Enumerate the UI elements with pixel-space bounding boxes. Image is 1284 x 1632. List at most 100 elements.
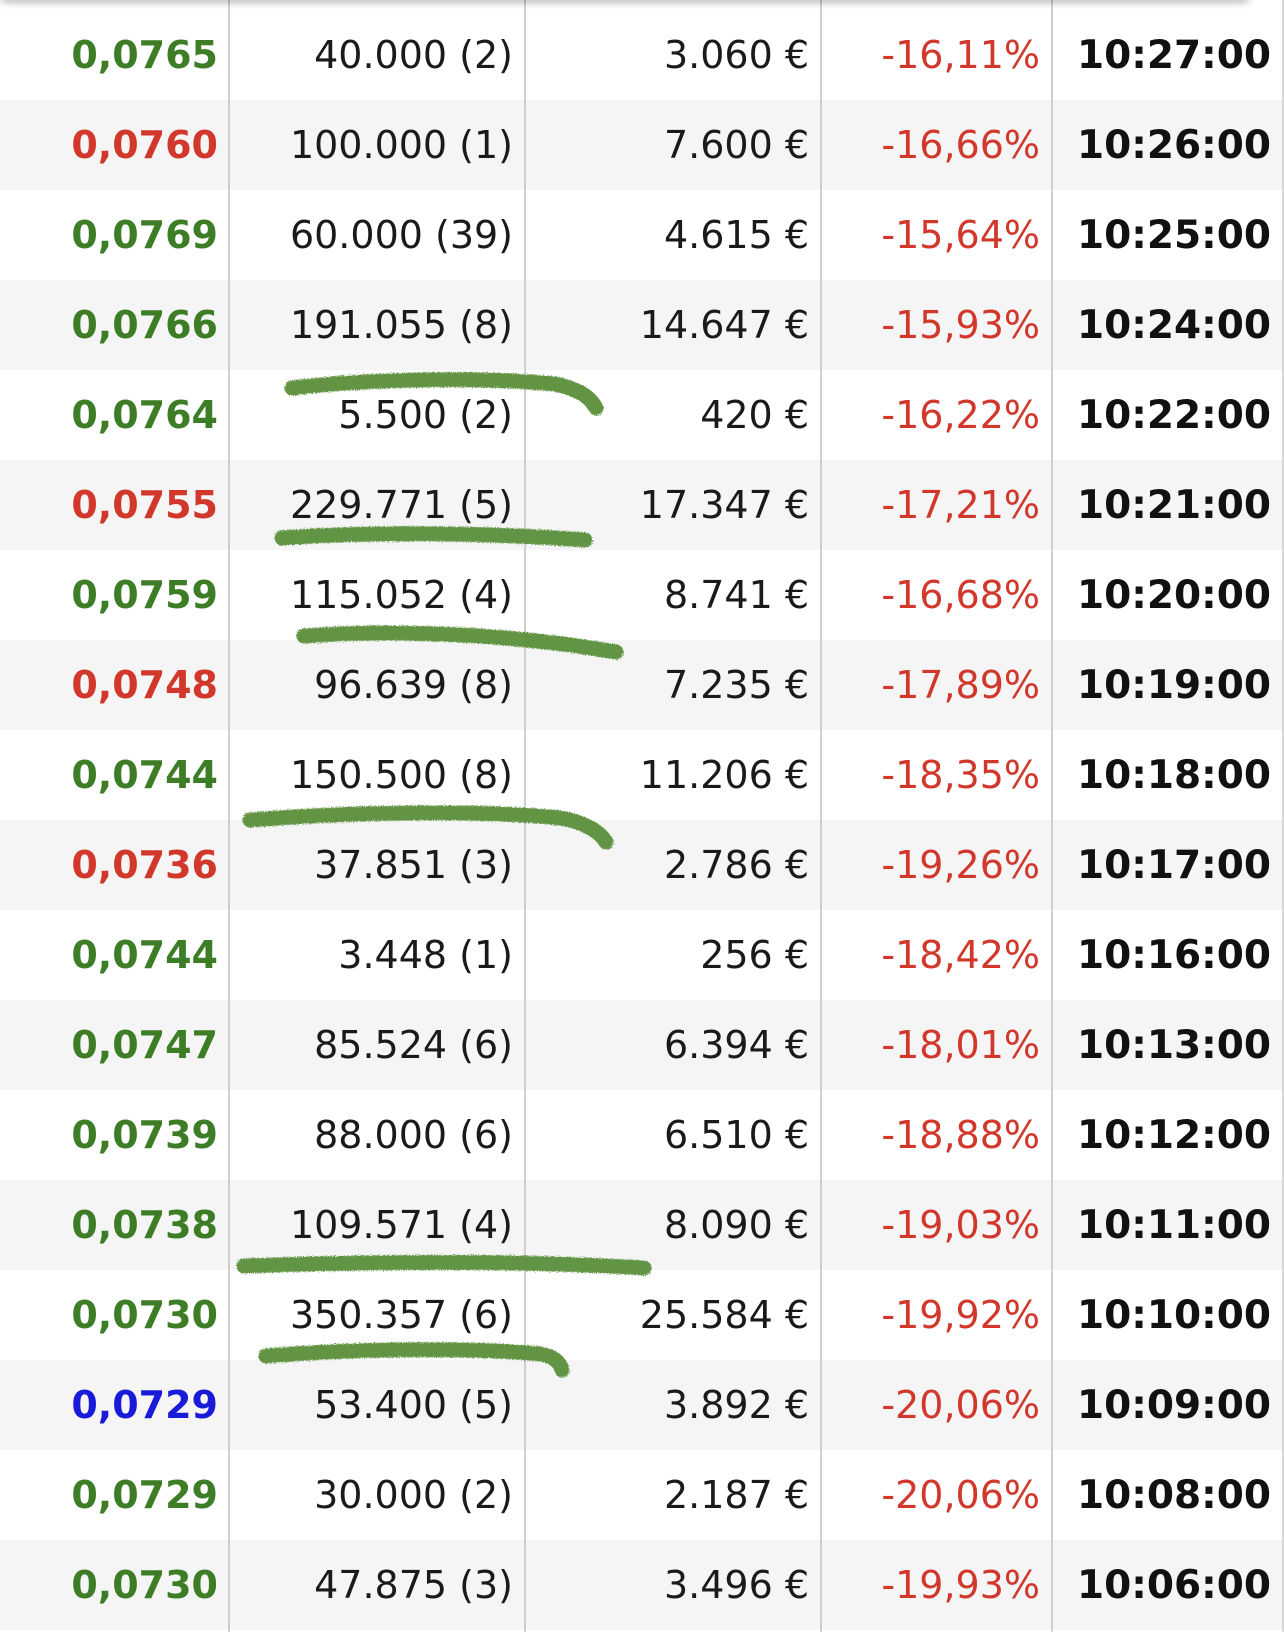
time-cell: 10:06:00 bbox=[1076, 1562, 1271, 1608]
change-cell: -16,68% bbox=[881, 573, 1040, 617]
time-cell: 10:12:00 bbox=[1076, 1112, 1271, 1158]
column-divider-4 bbox=[1051, 0, 1053, 1632]
price-cell: 0,0755 bbox=[71, 483, 218, 527]
volume-cell: 229.771 (5) bbox=[289, 483, 513, 527]
right-edge-divider bbox=[1282, 0, 1284, 1632]
change-cell: -18,35% bbox=[881, 753, 1040, 797]
table-row: 0,0738 109.571 (4) 8.090 € -19,03% 10:11… bbox=[0, 1180, 1284, 1270]
table-row: 0,0730 350.357 (6) 25.584 € -19,92% 10:1… bbox=[0, 1270, 1284, 1360]
amount-cell: 7.235 € bbox=[663, 663, 809, 707]
table-row: 0,0747 85.524 (6) 6.394 € -18,01% 10:13:… bbox=[0, 1000, 1284, 1090]
price-cell: 0,0729 bbox=[71, 1473, 218, 1517]
table-row: 0,0736 37.851 (3) 2.786 € -19,26% 10:17:… bbox=[0, 820, 1284, 910]
price-cell: 0,0730 bbox=[71, 1563, 218, 1607]
table-row: 0,0729 30.000 (2) 2.187 € -20,06% 10:08:… bbox=[0, 1450, 1284, 1540]
price-cell: 0,0738 bbox=[71, 1203, 218, 1247]
volume-cell: 88.000 (6) bbox=[314, 1113, 513, 1157]
table-row: 0,0744 3.448 (1) 256 € -18,42% 10:16:00 bbox=[0, 910, 1284, 1000]
change-cell: -19,26% bbox=[881, 843, 1040, 887]
column-divider-2 bbox=[524, 0, 526, 1632]
table-row: 0,0766 191.055 (8) 14.647 € -15,93% 10:2… bbox=[0, 280, 1284, 370]
table-row: 0,0730 47.875 (3) 3.496 € -19,93% 10:06:… bbox=[0, 1540, 1284, 1630]
time-cell: 10:27:00 bbox=[1076, 32, 1271, 78]
table-row: 0,0765 40.000 (2) 3.060 € -16,11% 10:27:… bbox=[0, 0, 1284, 100]
change-cell: -18,88% bbox=[881, 1113, 1040, 1157]
change-cell: -16,11% bbox=[881, 33, 1040, 77]
volume-cell: 85.524 (6) bbox=[314, 1023, 513, 1067]
amount-cell: 3.060 € bbox=[663, 33, 809, 77]
volume-cell: 5.500 (2) bbox=[338, 393, 513, 437]
volume-cell: 100.000 (1) bbox=[289, 123, 513, 167]
volume-cell: 150.500 (8) bbox=[289, 753, 513, 797]
price-cell: 0,0759 bbox=[71, 573, 218, 617]
amount-cell: 3.496 € bbox=[663, 1563, 809, 1607]
price-cell: 0,0764 bbox=[71, 393, 218, 437]
change-cell: -17,89% bbox=[881, 663, 1040, 707]
change-cell: -16,22% bbox=[881, 393, 1040, 437]
price-cell: 0,0736 bbox=[71, 843, 218, 887]
price-cell: 0,0766 bbox=[71, 303, 218, 347]
amount-cell: 4.615 € bbox=[663, 213, 809, 257]
amount-cell: 8.090 € bbox=[663, 1203, 809, 1247]
change-cell: -18,42% bbox=[881, 933, 1040, 977]
time-cell: 10:08:00 bbox=[1076, 1472, 1271, 1518]
time-cell: 10:26:00 bbox=[1076, 122, 1271, 168]
volume-cell: 37.851 (3) bbox=[314, 843, 513, 887]
table-row: 0,0729 53.400 (5) 3.892 € -20,06% 10:09:… bbox=[0, 1360, 1284, 1450]
amount-cell: 420 € bbox=[700, 393, 809, 437]
time-cell: 10:17:00 bbox=[1076, 842, 1271, 888]
time-cell: 10:10:00 bbox=[1076, 1292, 1271, 1338]
table-row: 0,0755 229.771 (5) 17.347 € -17,21% 10:2… bbox=[0, 460, 1284, 550]
amount-cell: 6.510 € bbox=[663, 1113, 809, 1157]
table-row: 0,0744 150.500 (8) 11.206 € -18,35% 10:1… bbox=[0, 730, 1284, 820]
price-cell: 0,0769 bbox=[71, 213, 218, 257]
change-cell: -19,92% bbox=[881, 1293, 1040, 1337]
volume-cell: 96.639 (8) bbox=[314, 663, 513, 707]
time-cell: 10:16:00 bbox=[1076, 932, 1271, 978]
price-cell: 0,0729 bbox=[71, 1383, 218, 1427]
price-cell: 0,0765 bbox=[71, 33, 218, 77]
amount-cell: 2.187 € bbox=[663, 1473, 809, 1517]
time-cell: 10:22:00 bbox=[1076, 392, 1271, 438]
time-cell: 10:24:00 bbox=[1076, 302, 1271, 348]
change-cell: -18,01% bbox=[881, 1023, 1040, 1067]
amount-cell: 25.584 € bbox=[639, 1293, 809, 1337]
change-cell: -19,03% bbox=[881, 1203, 1040, 1247]
time-cell: 10:18:00 bbox=[1076, 752, 1271, 798]
change-cell: -16,66% bbox=[881, 123, 1040, 167]
amount-cell: 11.206 € bbox=[639, 753, 809, 797]
price-cell: 0,0739 bbox=[71, 1113, 218, 1157]
change-cell: -19,93% bbox=[881, 1563, 1040, 1607]
price-cell: 0,0760 bbox=[71, 123, 218, 167]
volume-cell: 60.000 (39) bbox=[289, 213, 513, 257]
time-cell: 10:25:00 bbox=[1076, 212, 1271, 258]
table-row: 0,0760 100.000 (1) 7.600 € -16,66% 10:26… bbox=[0, 100, 1284, 190]
amount-cell: 3.892 € bbox=[663, 1383, 809, 1427]
change-cell: -20,06% bbox=[881, 1383, 1040, 1427]
time-cell: 10:11:00 bbox=[1076, 1202, 1271, 1248]
volume-cell: 47.875 (3) bbox=[314, 1563, 513, 1607]
table-row: 0,0759 115.052 (4) 8.741 € -16,68% 10:20… bbox=[0, 550, 1284, 640]
volume-cell: 191.055 (8) bbox=[289, 303, 513, 347]
volume-cell: 53.400 (5) bbox=[314, 1383, 513, 1427]
change-cell: -20,06% bbox=[881, 1473, 1040, 1517]
change-cell: -15,64% bbox=[881, 213, 1040, 257]
amount-cell: 256 € bbox=[700, 933, 809, 977]
price-cell: 0,0747 bbox=[71, 1023, 218, 1067]
volume-cell: 115.052 (4) bbox=[289, 573, 513, 617]
amount-cell: 7.600 € bbox=[663, 123, 809, 167]
time-cell: 10:13:00 bbox=[1076, 1022, 1271, 1068]
change-cell: -15,93% bbox=[881, 303, 1040, 347]
price-cell: 0,0744 bbox=[71, 933, 218, 977]
table-row: 0,0764 5.500 (2) 420 € -16,22% 10:22:00 bbox=[0, 370, 1284, 460]
price-cell: 0,0744 bbox=[71, 753, 218, 797]
column-divider-1 bbox=[228, 0, 230, 1632]
price-cell: 0,0730 bbox=[71, 1293, 218, 1337]
volume-cell: 30.000 (2) bbox=[314, 1473, 513, 1517]
time-cell: 10:09:00 bbox=[1076, 1382, 1271, 1428]
amount-cell: 8.741 € bbox=[663, 573, 809, 617]
time-cell: 10:19:00 bbox=[1076, 662, 1271, 708]
table-row: 0,0769 60.000 (39) 4.615 € -15,64% 10:25… bbox=[0, 190, 1284, 280]
